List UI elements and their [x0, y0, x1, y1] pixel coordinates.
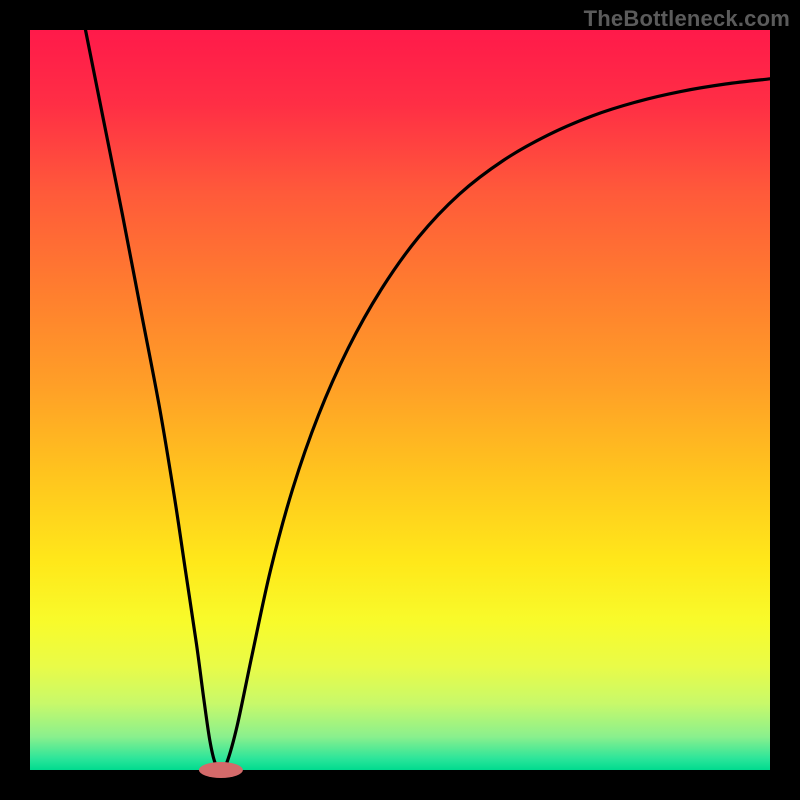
bottleneck-chart: [0, 0, 800, 800]
chart-container: { "watermark": "TheBottleneck.com", "cha…: [0, 0, 800, 800]
watermark-text: TheBottleneck.com: [584, 6, 790, 32]
minimum-marker: [199, 762, 243, 778]
gradient-background: [30, 30, 770, 770]
